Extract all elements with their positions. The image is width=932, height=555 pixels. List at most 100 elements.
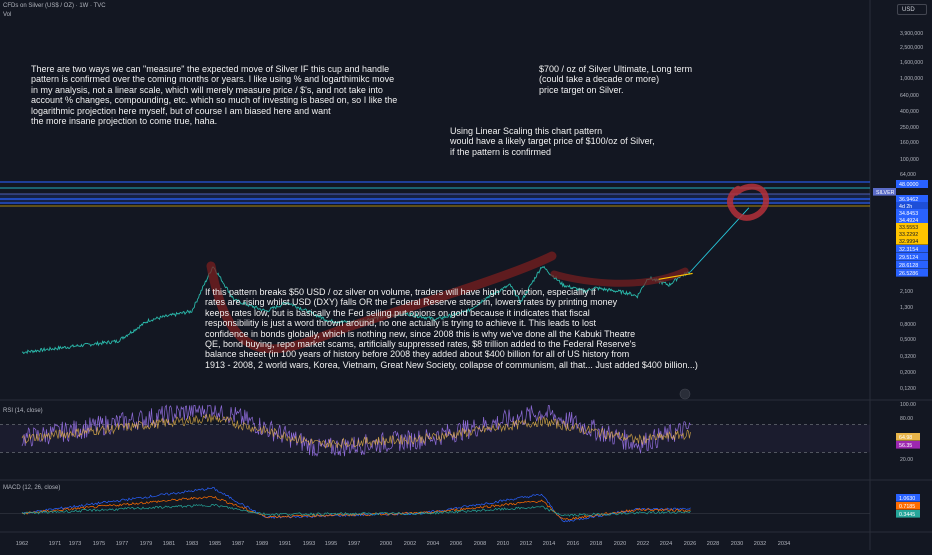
price-tick-label: 0,8000: [900, 322, 916, 328]
time-tick-label: 1991: [279, 541, 291, 547]
log-projection-note: There are two ways we can "measure" the …: [31, 64, 397, 126]
time-tick-label: 1981: [163, 541, 175, 547]
macd-tag-label: 1.0630: [899, 496, 915, 502]
rsi-band: [0, 424, 870, 453]
rsi-tag-bg: [896, 441, 920, 449]
macd-line: [21, 495, 691, 521]
symbol-title[interactable]: CFDs on Silver (US$ / OZ) · 1W · TVC: [3, 3, 106, 9]
price-tick-label: 0,5000: [900, 337, 916, 343]
time-tick-label: 2000: [380, 541, 392, 547]
time-tick-label: 1989: [256, 541, 268, 547]
currency-button[interactable]: USD: [897, 4, 927, 15]
price-tag-label: 33.2292: [899, 232, 918, 238]
volume-label[interactable]: Vol: [3, 12, 12, 18]
price-tag-label: 4d 2h: [899, 204, 912, 210]
note-line: would have a likely target price of $100…: [450, 136, 655, 147]
macd-tag-bg: [896, 502, 920, 510]
price-tag-label: 34.8453: [899, 211, 918, 217]
note-line: Using Linear Scaling this chart pattern: [450, 126, 603, 136]
time-tick-label: 2010: [497, 541, 509, 547]
price-tag-label: 36.9462: [899, 197, 918, 203]
price-tag-bg: [896, 261, 928, 269]
note-line: 1913 - 2008, 2 world wars, Korea, Vietna…: [205, 359, 698, 370]
price-tag-bg: [896, 245, 928, 253]
breakout-note: If this pattern breaks $50 USD / oz silv…: [205, 287, 698, 370]
time-tick-label: 1987: [232, 541, 244, 547]
price-tag-label: 32.3154: [899, 247, 918, 253]
price-tag-label: 48.0000: [899, 182, 919, 188]
note-line: pattern is confirmed over the coming mon…: [31, 74, 395, 85]
price-tick-label: 0,2000: [900, 370, 916, 376]
price-tick-label: 64,000: [900, 172, 916, 178]
macd-tag-label: 0.7185: [899, 504, 915, 510]
linear-target-note: Using Linear Scaling this chart pattern …: [450, 126, 655, 157]
price-tick-label: 1,300: [900, 305, 913, 311]
time-tick-label: 1995: [325, 541, 337, 547]
price-tag-bg: [896, 253, 928, 261]
price-tag-bg: [896, 230, 928, 238]
price-tag-label: 26.5286: [899, 271, 918, 277]
price-tag-bg: [873, 188, 896, 196]
macd-series: [0, 486, 870, 523]
time-tick-label: 1962: [16, 541, 28, 547]
time-tick-label: 2002: [404, 541, 416, 547]
rsi-tag-bg: [896, 433, 920, 441]
note-line: if the pattern is confirmed: [450, 146, 552, 157]
rsi-line: [21, 413, 691, 449]
rsi-tag-label: 56.35: [899, 443, 912, 449]
price-tag-bg: [896, 209, 928, 217]
note-line: $700 / oz of Silver Ultimate, Long term: [539, 64, 693, 74]
cup-and-handle-drawing: [206, 183, 770, 354]
macd-line: [21, 486, 691, 523]
price-tick-label: 400,000: [900, 109, 919, 115]
price-tag-bg: [896, 195, 928, 203]
price-tag-label: 32.9994: [899, 239, 918, 245]
note-line: confidence in bonds globally, which is n…: [205, 328, 636, 339]
macd-line: [21, 504, 691, 517]
time-axis[interactable]: 1962 1971 1973 1975 1977 1979 1981 1983 1985 1987…: [16, 388, 790, 547]
price-axis[interactable]: 3,900,000 2,500,000 1,600,000 1,000,000 640,…: [900, 31, 923, 392]
cup-arc: [206, 251, 557, 354]
note-line: keeps rates low, but is basically the Fe…: [205, 307, 590, 318]
note-line: balance sheeet (in 100 years of history …: [205, 349, 630, 360]
rsi-tick-label: 20.00: [900, 457, 913, 463]
price-tick-label: 2,100: [900, 289, 913, 295]
price-tick-label: 250,000: [900, 125, 919, 131]
time-tick-label: 1979: [140, 541, 152, 547]
time-tick-label: 1993: [303, 541, 315, 547]
scroll-button: [679, 388, 691, 400]
time-tick-label: 2028: [707, 541, 719, 547]
time-tick-label: 2034: [778, 541, 790, 547]
price-tick-label: 1,000,000: [900, 76, 923, 82]
time-tick-label: 1997: [348, 541, 360, 547]
price-tag-bg: [896, 216, 928, 224]
time-tick-label: 1983: [186, 541, 198, 547]
rsi-pane-label[interactable]: RSI (14, close): [3, 408, 43, 414]
macd-tag-bg: [896, 510, 920, 518]
note-line: the more insane projection to come true,…: [31, 116, 218, 127]
note-line: QE, bond buying, repo market scams, arti…: [205, 339, 636, 350]
time-tick-label: 2020: [614, 541, 626, 547]
price-tag-label: 33.5553: [899, 225, 918, 231]
price-tick-label: 3,900,000: [900, 31, 923, 37]
price-tag-label: 34.4924: [899, 218, 918, 224]
price-tag-label: 29.5124: [899, 255, 918, 261]
price-tick-label: 100,000: [900, 157, 919, 163]
macd-tag-label: 0.3445: [899, 512, 915, 518]
price-tick-label: 2,500,000: [900, 45, 923, 51]
time-tick-label: 1977: [116, 541, 128, 547]
macd-tag-bg: [896, 494, 920, 502]
time-tick-label: 1975: [93, 541, 105, 547]
time-tick-label: 2030: [731, 541, 743, 547]
target-circle-drawing: [726, 183, 770, 221]
price-tick-label: 0,1200: [900, 386, 916, 392]
time-tick-label: 2012: [520, 541, 532, 547]
macd-pane-label[interactable]: MACD (12, 26, close): [3, 485, 61, 491]
note-line: responsibilitiy is just a word thrown ar…: [205, 318, 597, 329]
handle-trendline: [658, 272, 693, 280]
time-tick-label: 2026: [684, 541, 696, 547]
rsi-tick-label: 100.00: [900, 402, 916, 408]
